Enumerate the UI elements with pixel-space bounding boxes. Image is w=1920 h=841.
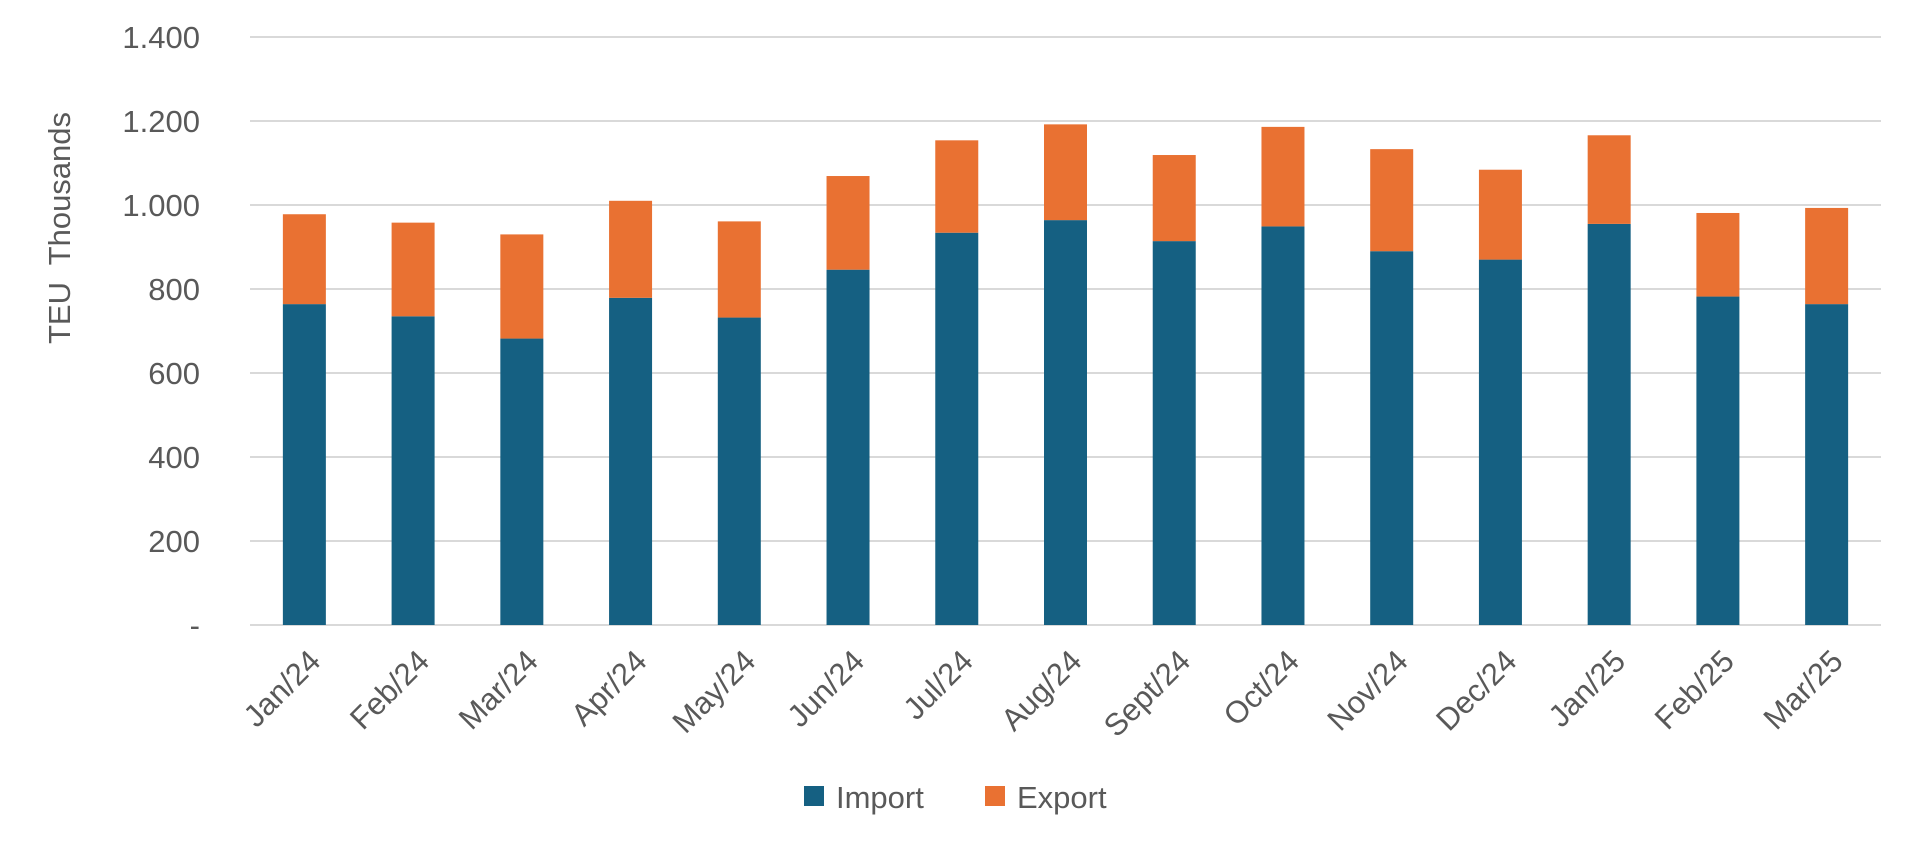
- bar-export-dec-24: [1478, 169, 1522, 260]
- x-tick-label: Apr/24: [564, 643, 653, 732]
- bar-export-jun-24: [826, 176, 870, 270]
- bar-import-dec-24: [1478, 259, 1522, 625]
- bar-import-sept-24: [1152, 241, 1196, 625]
- bar-import-feb-24: [391, 316, 435, 625]
- y-tick-label: 1.200: [122, 104, 200, 139]
- legend-label-export: Export: [1017, 780, 1107, 815]
- bar-import-oct-24: [1261, 226, 1305, 626]
- x-tick-label: Sept/24: [1097, 643, 1197, 743]
- bar-import-aug-24: [1044, 220, 1087, 625]
- x-tick-label: Jul/24: [896, 643, 979, 726]
- bars: [282, 124, 1849, 626]
- bar-export-may-24: [717, 221, 761, 318]
- x-tick-label: Mar/25: [1757, 643, 1850, 736]
- x-tick-label: Feb/24: [343, 643, 436, 736]
- x-tick-label: Jan/25: [1542, 643, 1633, 734]
- legend-swatch-export: [985, 786, 1005, 806]
- y-axis-ticks: - 200 400 600 800 1.000 1.200 1.400: [122, 20, 200, 643]
- bar-export-mar-25: [1805, 207, 1849, 305]
- x-tick-label: Dec/24: [1429, 643, 1523, 737]
- bar-export-jan-24: [282, 214, 326, 305]
- x-tick-label: Nov/24: [1320, 643, 1414, 737]
- x-tick-label: Feb/25: [1648, 643, 1741, 736]
- bar-import-may-24: [717, 317, 761, 625]
- x-tick-label: Oct/24: [1217, 643, 1306, 732]
- x-axis-ticks: Jan/24 Feb/24 Mar/24 Apr/24 May/24 Jun/24 Jul/…: [237, 643, 1850, 743]
- bar-export-apr-24: [609, 200, 653, 298]
- bar-import-mar-24: [500, 338, 544, 625]
- bar-export-oct-24: [1261, 126, 1305, 227]
- bar-export-sept-24: [1152, 155, 1196, 242]
- x-tick-label: Aug/24: [994, 643, 1088, 737]
- bar-export-jan-25: [1587, 135, 1631, 224]
- y-axis-label: TEU Thousands: [42, 112, 77, 344]
- y-tick-label: -: [190, 608, 200, 643]
- bar-export-feb-24: [391, 222, 435, 317]
- x-tick-label: Jun/24: [780, 643, 871, 734]
- bar-export-mar-24: [500, 234, 544, 339]
- bar-export-aug-24: [1044, 124, 1087, 221]
- legend-swatch-import: [804, 786, 824, 806]
- bar-import-nov-24: [1370, 251, 1414, 625]
- bar-import-apr-24: [609, 297, 653, 625]
- x-tick-label: Jan/24: [237, 643, 328, 734]
- bar-export-jul-24: [935, 140, 979, 233]
- bar-export-feb-25: [1696, 212, 1740, 297]
- legend: Import Export: [804, 780, 1107, 815]
- bar-import-jan-24: [282, 304, 326, 625]
- legend-label-import: Import: [836, 780, 924, 815]
- y-tick-label: 800: [148, 272, 200, 307]
- bar-import-jan-25: [1587, 223, 1631, 625]
- bar-import-mar-25: [1805, 304, 1849, 625]
- y-tick-label: 1.400: [122, 20, 200, 55]
- y-tick-label: 400: [148, 440, 200, 475]
- x-tick-label: May/24: [666, 643, 763, 740]
- y-tick-label: 600: [148, 356, 200, 391]
- x-tick-label: Mar/24: [452, 643, 545, 736]
- bar-export-nov-24: [1370, 149, 1414, 252]
- bar-import-jun-24: [826, 269, 870, 625]
- bar-import-feb-25: [1696, 296, 1740, 625]
- bar-import-jul-24: [935, 232, 979, 625]
- y-tick-label: 200: [148, 524, 200, 559]
- y-tick-label: 1.000: [122, 188, 200, 223]
